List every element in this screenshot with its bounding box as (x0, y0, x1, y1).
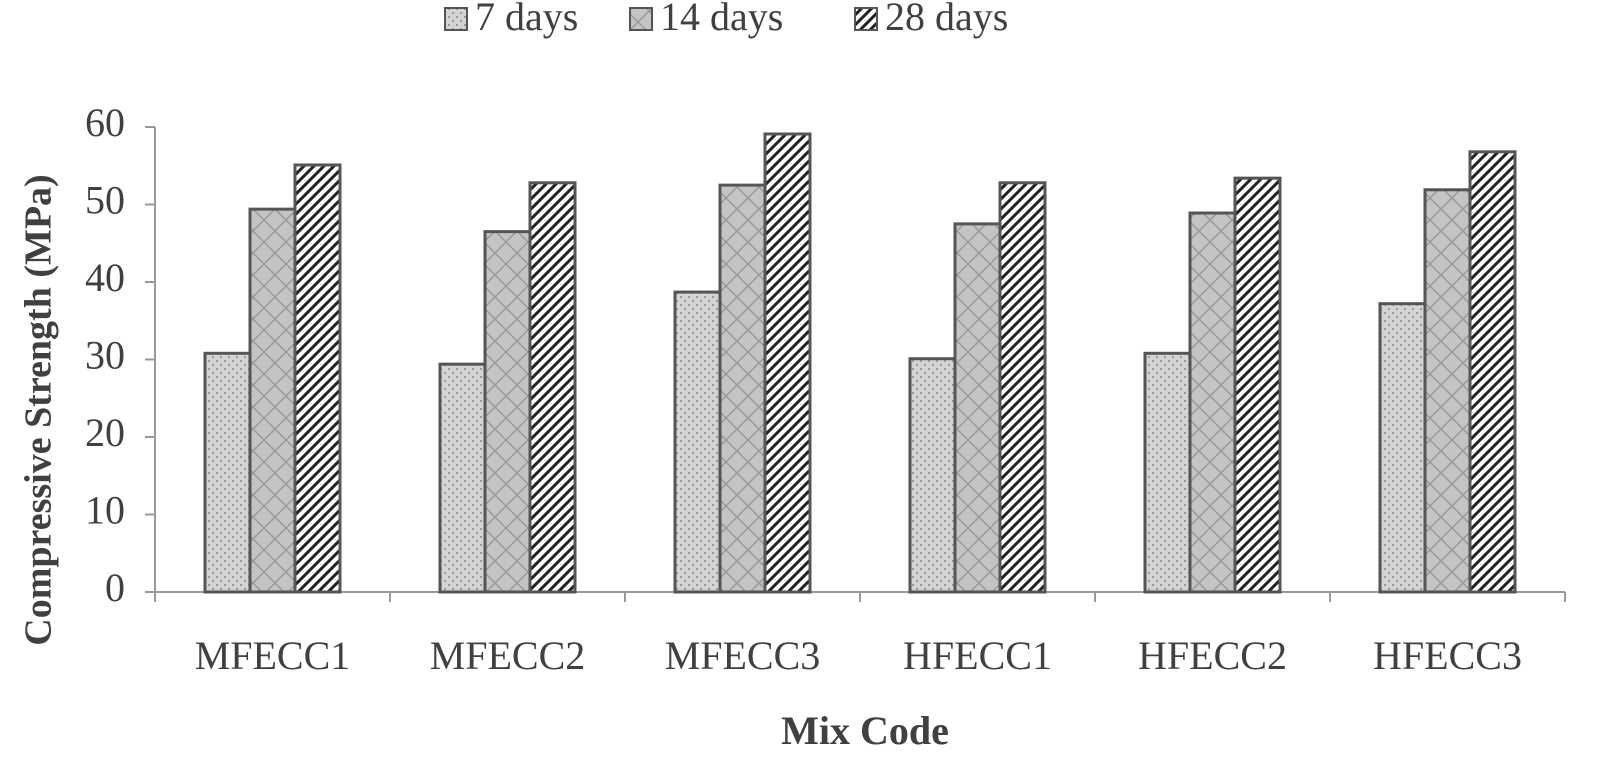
x-tick-label: MFECC3 (665, 633, 821, 678)
legend-swatch (444, 7, 468, 31)
bar (248, 207, 297, 594)
bar (203, 351, 252, 594)
bar (1423, 188, 1472, 594)
bar (718, 183, 767, 594)
bar (673, 290, 722, 594)
bar (953, 222, 1002, 594)
y-tick-label: 60 (85, 100, 125, 145)
x-tick-label: MFECC2 (430, 633, 586, 678)
legend-swatch (629, 7, 653, 31)
x-tick-label: HFECC3 (1373, 633, 1522, 678)
y-axis-title: Compressive Strength (MPa) (18, 174, 60, 645)
y-tick-label: 0 (105, 565, 125, 610)
y-tick-label: 10 (85, 488, 125, 533)
y-tick-label: 20 (85, 410, 125, 455)
bar (438, 362, 487, 594)
bar (293, 163, 342, 594)
bar (528, 181, 577, 594)
bar (998, 181, 1047, 594)
x-tick-label: HFECC2 (1138, 633, 1287, 678)
legend-label: 7 days (475, 0, 578, 39)
legend-label: 14 days (660, 0, 783, 39)
bar (483, 230, 532, 594)
y-tick-label: 30 (85, 333, 125, 378)
y-tick-label: 40 (85, 255, 125, 300)
legend-swatch (854, 7, 878, 31)
x-tick-label: HFECC1 (903, 633, 1052, 678)
bar (1468, 150, 1517, 594)
legend-label: 28 days (885, 0, 1008, 39)
x-tick-label: MFECC1 (195, 633, 351, 678)
y-tick-label: 50 (85, 178, 125, 223)
bar (1143, 351, 1192, 594)
bar (1378, 302, 1427, 594)
bar (1188, 211, 1237, 594)
x-axis-title: Mix Code (781, 708, 949, 753)
bar (908, 357, 957, 594)
bar (763, 132, 812, 594)
bar (1233, 176, 1282, 594)
